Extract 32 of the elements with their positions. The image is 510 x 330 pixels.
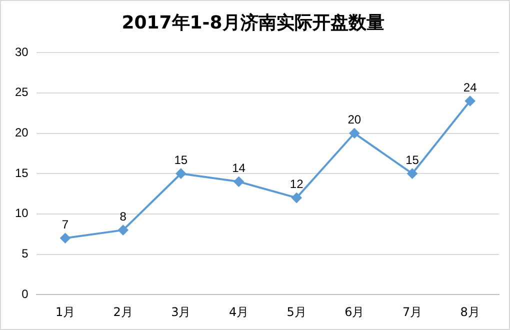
point	[292, 192, 302, 203]
x-tick-label: 4月	[228, 304, 249, 319]
point	[176, 168, 186, 179]
y-tick-label: 10	[14, 206, 29, 220]
data-label: 15	[174, 152, 188, 167]
point	[465, 96, 476, 106]
y-tick-label: 0	[22, 286, 29, 301]
data-label: 15	[406, 152, 420, 167]
data-label: 12	[290, 177, 304, 192]
x-tick-label: 5月	[286, 304, 306, 319]
point	[349, 128, 360, 138]
x-tick-label: 7月	[402, 304, 422, 319]
point	[407, 168, 418, 179]
point	[118, 225, 128, 236]
point	[60, 233, 70, 244]
data-label: 14	[232, 160, 246, 175]
chart-title: 2017年1-8月济南实际开盘数量	[122, 12, 384, 34]
x-tick-label: 8月	[460, 304, 480, 319]
data-label: 8	[120, 209, 127, 224]
data-label: 24	[463, 80, 478, 94]
data-label: 20	[348, 112, 362, 127]
y-tick-label: 5	[22, 246, 29, 261]
y-tick-label: 20	[14, 126, 29, 140]
y-tick-label: 25	[14, 85, 29, 100]
y-tick-label: 15	[14, 166, 29, 180]
point	[234, 176, 244, 187]
x-tick-label: 6月	[344, 304, 364, 319]
x-tick-label: 2月	[113, 304, 133, 319]
x-tick-label: 1月	[55, 304, 76, 319]
y-tick-label: 30	[14, 44, 29, 59]
x-tick-label: 3月	[171, 304, 191, 319]
data-label: 7	[62, 217, 69, 232]
